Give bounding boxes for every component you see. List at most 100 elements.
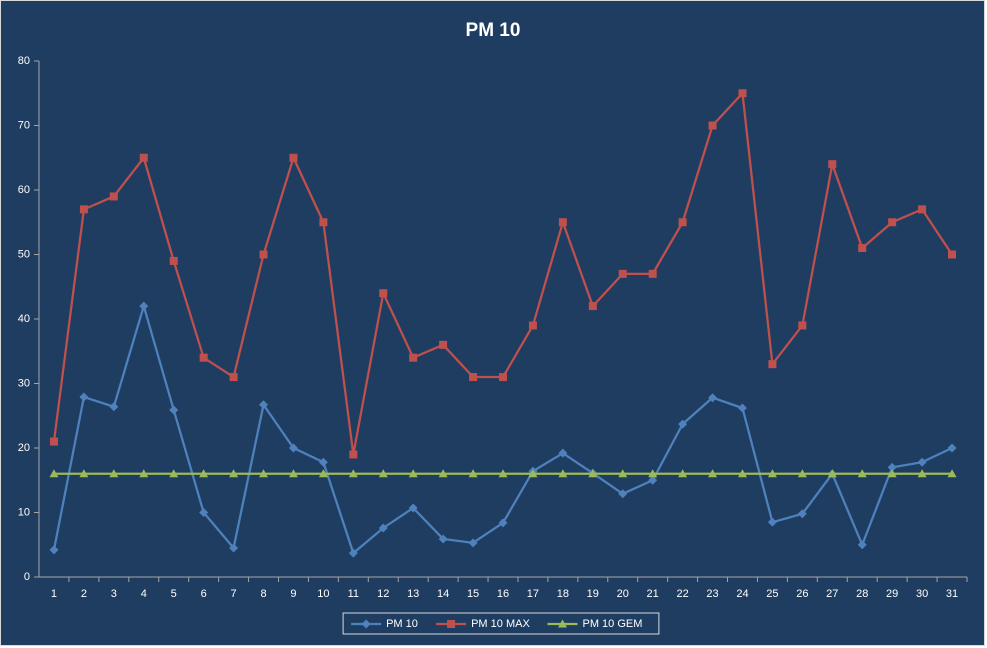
data-point [49, 545, 59, 555]
data-point [558, 218, 567, 227]
data-point [498, 518, 508, 528]
data-point [139, 153, 148, 162]
y-tick-label: 50 [18, 248, 30, 260]
data-point [648, 469, 658, 478]
data-point [139, 469, 149, 478]
x-tick-label: 28 [856, 588, 868, 600]
data-point [49, 469, 59, 478]
data-point [259, 469, 269, 478]
data-point [468, 538, 478, 548]
data-point [259, 400, 269, 410]
data-point [768, 360, 777, 369]
data-point [288, 469, 298, 478]
x-tick-label: 18 [557, 588, 569, 600]
y-tick-label: 10 [18, 506, 30, 518]
data-point [349, 450, 358, 459]
x-tick-label: 21 [647, 588, 659, 600]
data-point [678, 218, 687, 227]
data-point [409, 353, 418, 362]
x-tick-label: 19 [587, 588, 599, 600]
data-point [499, 373, 507, 382]
data-point [169, 256, 178, 265]
data-point [797, 509, 807, 519]
x-tick-label: 17 [527, 588, 539, 600]
data-point [588, 302, 597, 311]
x-tick-label: 16 [497, 588, 509, 600]
data-point [767, 517, 777, 527]
x-tick-label: 12 [377, 588, 389, 600]
data-point [827, 469, 837, 478]
y-tick-label: 80 [18, 55, 30, 67]
data-point [229, 543, 239, 553]
x-tick-label: 31 [946, 588, 958, 600]
data-point [857, 540, 867, 550]
data-point [738, 89, 747, 98]
x-tick-label: 20 [617, 588, 629, 600]
data-point [379, 289, 388, 298]
y-tick-label: 40 [18, 313, 30, 325]
data-point [648, 269, 657, 278]
data-point [169, 469, 179, 478]
x-tick-label: 14 [437, 588, 449, 600]
x-tick-label: 10 [317, 588, 329, 600]
data-point [169, 405, 179, 415]
data-point [348, 469, 358, 478]
x-tick-label: 24 [736, 588, 748, 600]
data-point [528, 321, 537, 330]
x-tick-label: 25 [766, 588, 778, 600]
legend-label: PM 10 GEM [583, 618, 643, 630]
x-tick-label: 9 [290, 588, 296, 600]
data-point [49, 437, 58, 446]
data-point [767, 469, 777, 478]
data-point [109, 192, 118, 201]
data-point [469, 373, 478, 382]
data-point [708, 121, 717, 130]
legend-marker [447, 620, 456, 628]
y-tick-label: 0 [24, 571, 30, 583]
data-point [79, 205, 88, 214]
data-point [109, 402, 119, 412]
data-point [558, 448, 568, 458]
legend-label: PM 10 [386, 618, 418, 630]
data-point [378, 523, 388, 533]
data-point [947, 443, 957, 453]
x-tick-label: 11 [348, 588, 359, 600]
data-point [378, 469, 388, 478]
data-point [199, 469, 209, 478]
data-point [199, 353, 208, 362]
x-tick-label: 6 [201, 588, 207, 600]
y-tick-label: 60 [18, 184, 30, 196]
data-point [737, 469, 747, 478]
x-tick-label: 22 [676, 588, 688, 600]
chart-title: PM 10 [466, 20, 521, 41]
data-point [229, 469, 239, 478]
x-tick-label: 7 [231, 588, 237, 600]
data-point [139, 301, 149, 311]
data-point [678, 419, 688, 429]
data-point [797, 469, 807, 478]
legend-label: PM 10 MAX [471, 618, 530, 630]
x-tick-label: 3 [111, 588, 117, 600]
data-point [917, 457, 927, 467]
data-point [79, 392, 89, 402]
data-point [319, 218, 328, 227]
data-point [438, 534, 448, 544]
x-tick-label: 26 [796, 588, 808, 600]
data-point [438, 469, 448, 478]
data-point [468, 469, 478, 478]
data-point [588, 469, 598, 478]
data-point [917, 469, 927, 478]
data-point [558, 469, 568, 478]
x-tick-label: 23 [706, 588, 718, 600]
x-tick-label: 27 [826, 588, 838, 600]
legend-marker [558, 619, 567, 628]
legend-box [342, 612, 660, 635]
data-point [678, 469, 688, 478]
data-point [229, 373, 238, 382]
data-point [798, 321, 807, 330]
data-point [289, 153, 298, 162]
x-tick-label: 5 [171, 588, 177, 600]
legend-marker [361, 619, 371, 629]
data-point [199, 508, 209, 517]
